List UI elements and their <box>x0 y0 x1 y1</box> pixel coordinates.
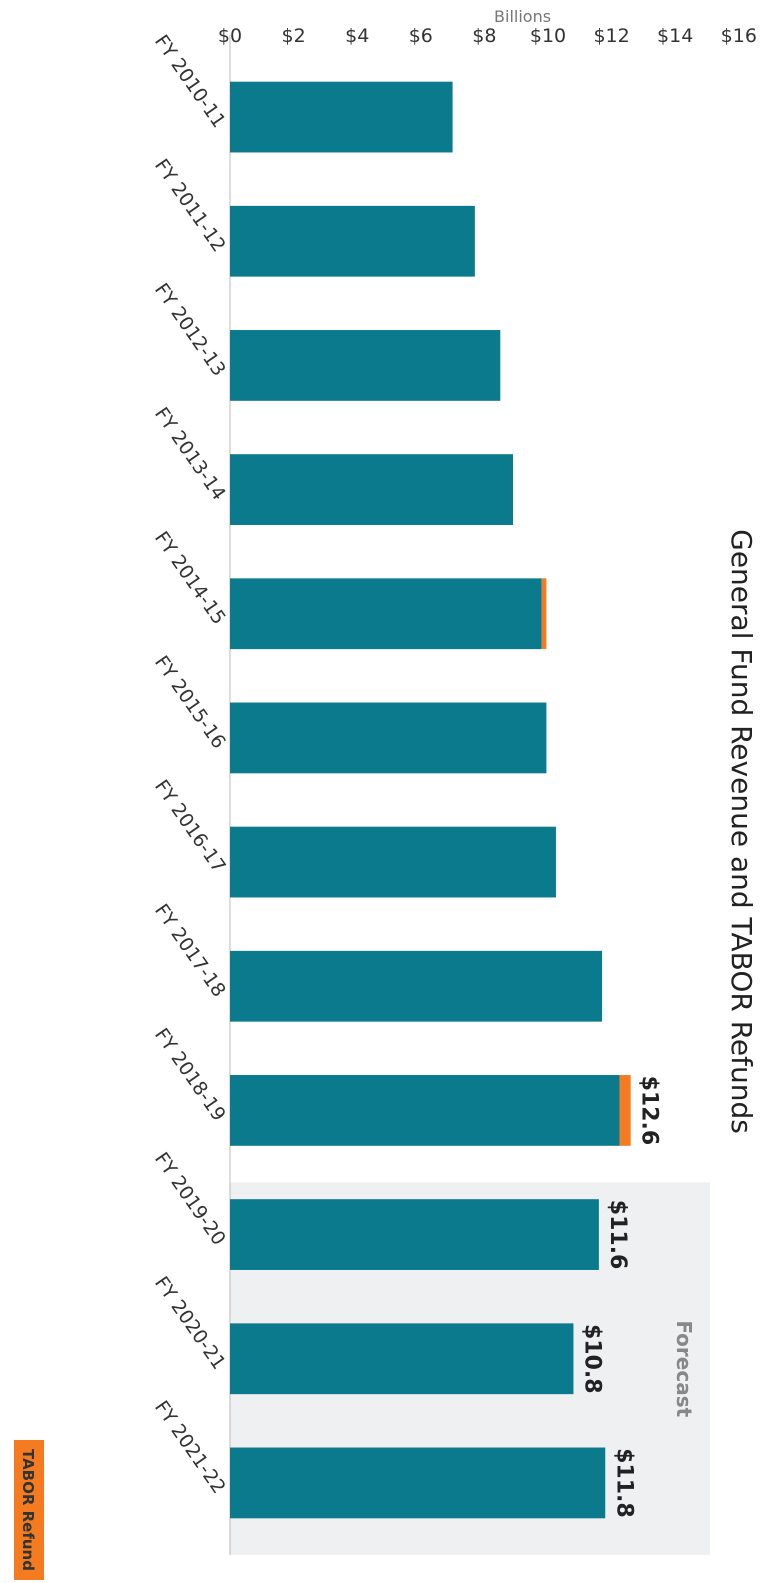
bar-fy-2010-11 <box>230 81 453 153</box>
data-label-fy-2019-20: $11.6 <box>605 1200 630 1270</box>
category-label-fy-2018-19: FY 2018-19 <box>150 1024 230 1125</box>
tick-label-12: $12 <box>593 25 629 47</box>
bar-fy-2015-16 <box>230 702 547 774</box>
bars <box>229 81 631 1519</box>
legend: TABOR Refund <box>14 1440 44 1580</box>
chart-title: General Fund Revenue and TABOR Refunds <box>725 529 758 1134</box>
tick-label-8: $8 <box>472 25 496 47</box>
bar-fy-2021-22 <box>230 1447 606 1519</box>
category-label-fy-2021-22: FY 2021-22 <box>150 1397 230 1498</box>
tick-label-10: $10 <box>530 25 566 47</box>
bar-fy-2014-15 <box>229 578 542 650</box>
data-label-fy-2021-22: $11.8 <box>611 1448 636 1518</box>
category-label-fy-2017-18: FY 2017-18 <box>150 900 230 1001</box>
category-label-fy-2012-13: FY 2012-13 <box>150 279 230 380</box>
forecast-label: Forecast <box>672 1320 696 1417</box>
category-label-fy-2011-12: FY 2011-12 <box>150 155 230 256</box>
category-label-fy-2016-17: FY 2016-17 <box>150 776 230 877</box>
bar-fy-2011-12 <box>229 205 475 277</box>
category-label-fy-2014-15: FY 2014-15 <box>150 528 230 629</box>
bar-fy-2016-17 <box>229 826 556 898</box>
bar-fy-2017-18 <box>230 950 603 1022</box>
legend-swatch-tabor-refund <box>14 1440 44 1580</box>
chart-root: General Fund Revenue and TABOR Refunds B… <box>14 7 758 1580</box>
bar-fy-2013-14 <box>230 454 514 525</box>
bar-tabor-refund-fy-2014-15 <box>541 578 547 650</box>
tick-label-4: $4 <box>345 25 369 47</box>
bar-fy-2018-19 <box>230 1075 620 1146</box>
value-axis-label: Billions <box>494 7 551 26</box>
category-label-fy-2013-14: FY 2013-14 <box>150 403 230 504</box>
category-label-fy-2019-20: FY 2019-20 <box>150 1148 230 1249</box>
data-label-fy-2018-19: $12.6 <box>637 1076 662 1146</box>
bar-tabor-refund-fy-2018-19 <box>619 1075 631 1146</box>
category-label-fy-2020-21: FY 2020-21 <box>150 1273 230 1374</box>
bar-fy-2019-20 <box>230 1199 599 1270</box>
value-axis: $0 $2 $4 $6 $8 $10 $12 $14 $16 <box>218 25 757 47</box>
tick-label-16: $16 <box>721 25 757 47</box>
tick-label-6: $6 <box>409 25 433 47</box>
tick-label-2: $2 <box>282 25 306 47</box>
tick-label-0: $0 <box>218 25 242 47</box>
legend-label-tabor-refund: TABOR Refund <box>19 1449 37 1571</box>
bar-fy-2020-21 <box>230 1323 574 1395</box>
data-labels: $12.6 $11.6 $10.8 $11.8 <box>579 1076 661 1518</box>
bar-fy-2012-13 <box>230 330 501 401</box>
tick-label-14: $14 <box>657 25 693 47</box>
data-label-fy-2020-21: $10.8 <box>579 1324 604 1394</box>
category-label-fy-2015-16: FY 2015-16 <box>150 652 230 753</box>
